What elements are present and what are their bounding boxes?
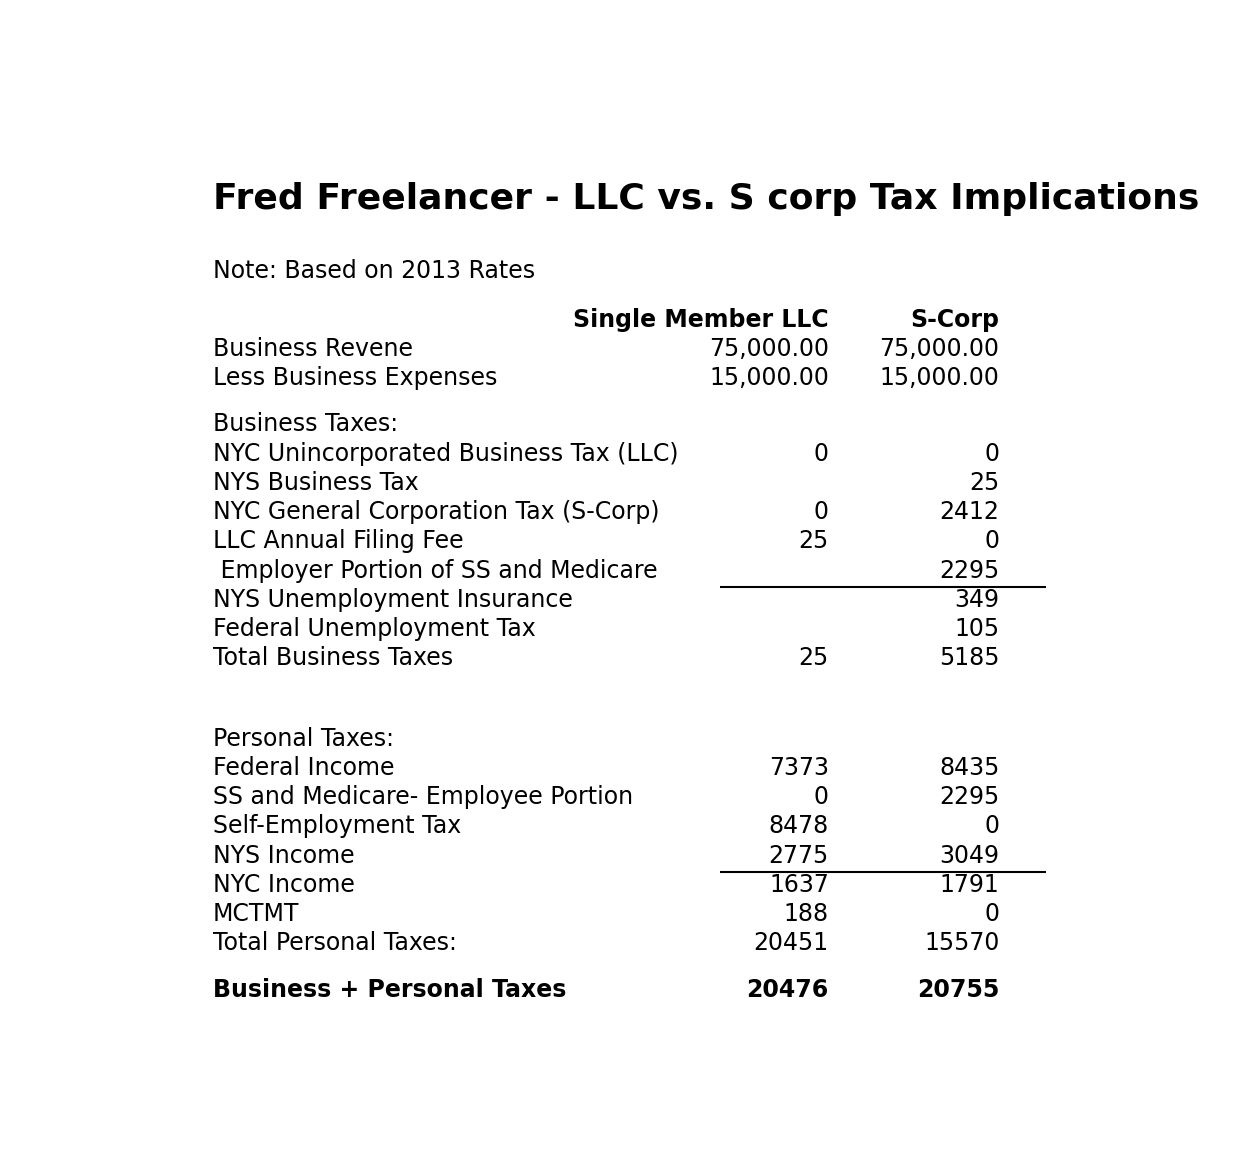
Text: LLC Annual Filing Fee: LLC Annual Filing Fee (213, 529, 464, 554)
Text: NYC Income: NYC Income (213, 873, 355, 897)
Text: Note: Based on 2013 Rates: Note: Based on 2013 Rates (213, 258, 534, 283)
Text: MCTMT: MCTMT (213, 902, 299, 927)
Text: 0: 0 (985, 442, 999, 466)
Text: 0: 0 (814, 442, 829, 466)
Text: 15,000.00: 15,000.00 (709, 366, 829, 391)
Text: NYC Unincorporated Business Tax (LLC): NYC Unincorporated Business Tax (LLC) (213, 442, 678, 466)
Text: 188: 188 (784, 902, 829, 927)
Text: 0: 0 (814, 500, 829, 524)
Text: NYC General Corporation Tax (S-Corp): NYC General Corporation Tax (S-Corp) (213, 500, 659, 524)
Text: 1791: 1791 (940, 873, 999, 897)
Text: Business Revene: Business Revene (213, 337, 413, 361)
Text: NYS Business Tax: NYS Business Tax (213, 470, 418, 495)
Text: Total Personal Taxes:: Total Personal Taxes: (213, 931, 456, 955)
Text: 349: 349 (955, 588, 999, 612)
Text: 2295: 2295 (939, 785, 999, 809)
Text: Employer Portion of SS and Medicare: Employer Portion of SS and Medicare (213, 558, 657, 583)
Text: 0: 0 (985, 814, 999, 839)
Text: 5185: 5185 (939, 646, 999, 671)
Text: Self-Employment Tax: Self-Employment Tax (213, 814, 461, 839)
Text: 8435: 8435 (939, 755, 999, 780)
Text: 2775: 2775 (768, 843, 829, 868)
Text: 25: 25 (969, 470, 999, 495)
Text: 0: 0 (985, 529, 999, 554)
Text: 105: 105 (954, 617, 999, 642)
Text: 75,000.00: 75,000.00 (709, 337, 829, 361)
Text: 15,000.00: 15,000.00 (880, 366, 999, 391)
Text: 7373: 7373 (769, 755, 829, 780)
Text: Single Member LLC: Single Member LLC (573, 307, 829, 332)
Text: 25: 25 (799, 646, 829, 671)
Text: 25: 25 (799, 529, 829, 554)
Text: SS and Medicare- Employee Portion: SS and Medicare- Employee Portion (213, 785, 633, 809)
Text: NYS Unemployment Insurance: NYS Unemployment Insurance (213, 588, 573, 612)
Text: Business + Personal Taxes: Business + Personal Taxes (213, 977, 567, 1002)
Text: Personal Taxes:: Personal Taxes: (213, 726, 393, 751)
Text: 3049: 3049 (939, 843, 999, 868)
Text: Federal Unemployment Tax: Federal Unemployment Tax (213, 617, 536, 642)
Text: 0: 0 (985, 902, 999, 927)
Text: 20476: 20476 (747, 977, 829, 1002)
Text: Total Business Taxes: Total Business Taxes (213, 646, 453, 671)
Text: 20451: 20451 (753, 931, 829, 955)
Text: 2295: 2295 (939, 558, 999, 583)
Text: 15570: 15570 (924, 931, 999, 955)
Text: Federal Income: Federal Income (213, 755, 395, 780)
Text: NYS Income: NYS Income (213, 843, 354, 868)
Text: Less Business Expenses: Less Business Expenses (213, 366, 497, 391)
Text: 75,000.00: 75,000.00 (880, 337, 999, 361)
Text: Business Taxes:: Business Taxes: (213, 413, 398, 436)
Text: 20755: 20755 (917, 977, 999, 1002)
Text: 1637: 1637 (769, 873, 829, 897)
Text: 2412: 2412 (939, 500, 999, 524)
Text: 8478: 8478 (768, 814, 829, 839)
Text: 0: 0 (814, 785, 829, 809)
Text: Fred Freelancer - LLC vs. S corp Tax Implications: Fred Freelancer - LLC vs. S corp Tax Imp… (213, 182, 1199, 216)
Text: S-Corp: S-Corp (910, 307, 999, 332)
